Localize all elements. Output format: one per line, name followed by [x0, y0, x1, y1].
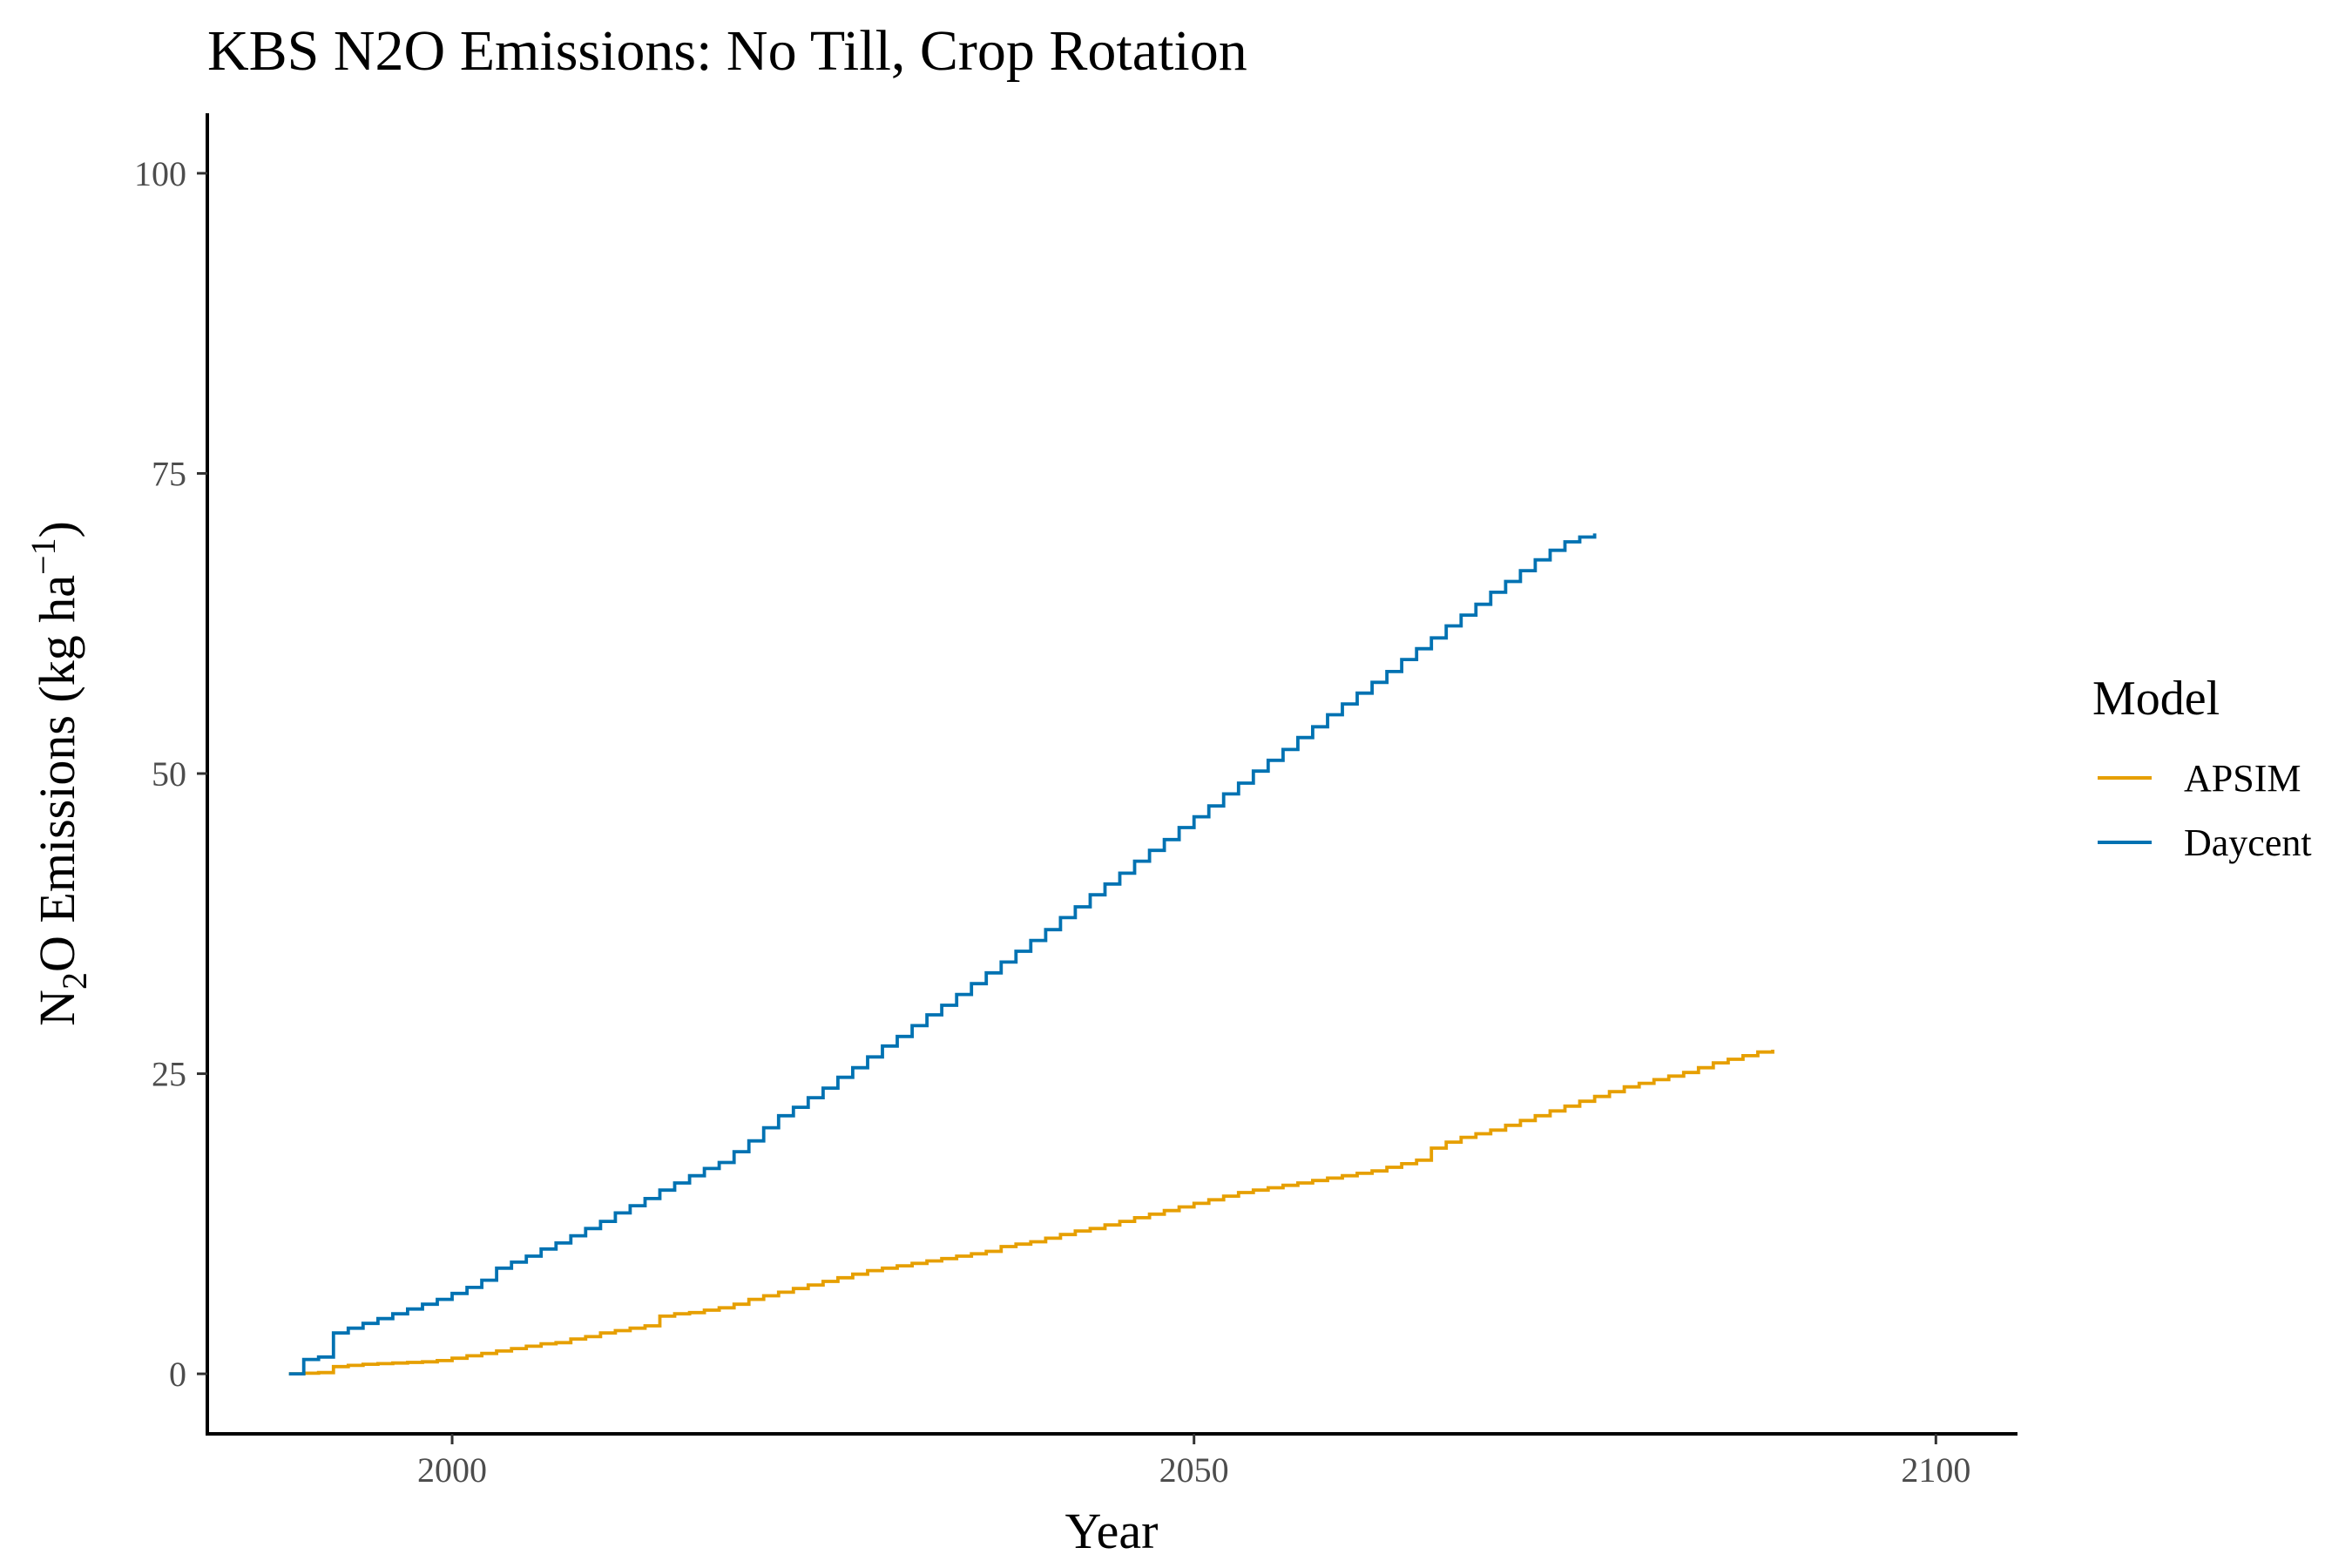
- legend-label-daycent: Daycent: [2184, 821, 2312, 864]
- legend-label-apsim: APSIM: [2184, 757, 2301, 800]
- series-line-apsim: [288, 1050, 1774, 1375]
- legend: Model APSIM Daycent: [2092, 672, 2312, 864]
- series-layer: [288, 533, 1774, 1375]
- y-axis-ticks: 0 25 50 75 100: [134, 154, 207, 1394]
- y-axis-title-superscript: −1: [24, 537, 63, 575]
- y-axis-title-subscript: 2: [55, 972, 94, 990]
- chart-title: KBS N2O Emissions: No Till, Crop Rotatio…: [207, 19, 1247, 83]
- x-axis-ticks: 2000 2050 2100: [417, 1434, 1970, 1490]
- x-tick-label: 2100: [1901, 1450, 1970, 1490]
- y-tick-label: 75: [152, 454, 186, 493]
- y-axis-title-prefix: N: [29, 990, 85, 1026]
- y-tick-label: 50: [152, 754, 186, 794]
- plot-area: 2000 2050 2100 0 25 50 75 100: [134, 113, 2017, 1490]
- legend-items: APSIM Daycent: [2098, 757, 2312, 864]
- x-tick-label: 2050: [1159, 1450, 1229, 1490]
- y-axis-title-suffix: ): [29, 521, 85, 537]
- x-axis-title: Year: [1065, 1503, 1159, 1559]
- x-tick-label: 2000: [417, 1450, 487, 1490]
- y-axis-title-main: O Emissions (kg ha: [29, 575, 85, 972]
- legend-title: Model: [2092, 672, 2220, 726]
- y-tick-label: 100: [134, 154, 186, 193]
- y-tick-label: 0: [169, 1355, 186, 1394]
- y-axis-title: N2O Emissions (kg ha−1): [24, 521, 94, 1026]
- y-tick-label: 25: [152, 1055, 186, 1094]
- series-line-daycent: [288, 533, 1597, 1375]
